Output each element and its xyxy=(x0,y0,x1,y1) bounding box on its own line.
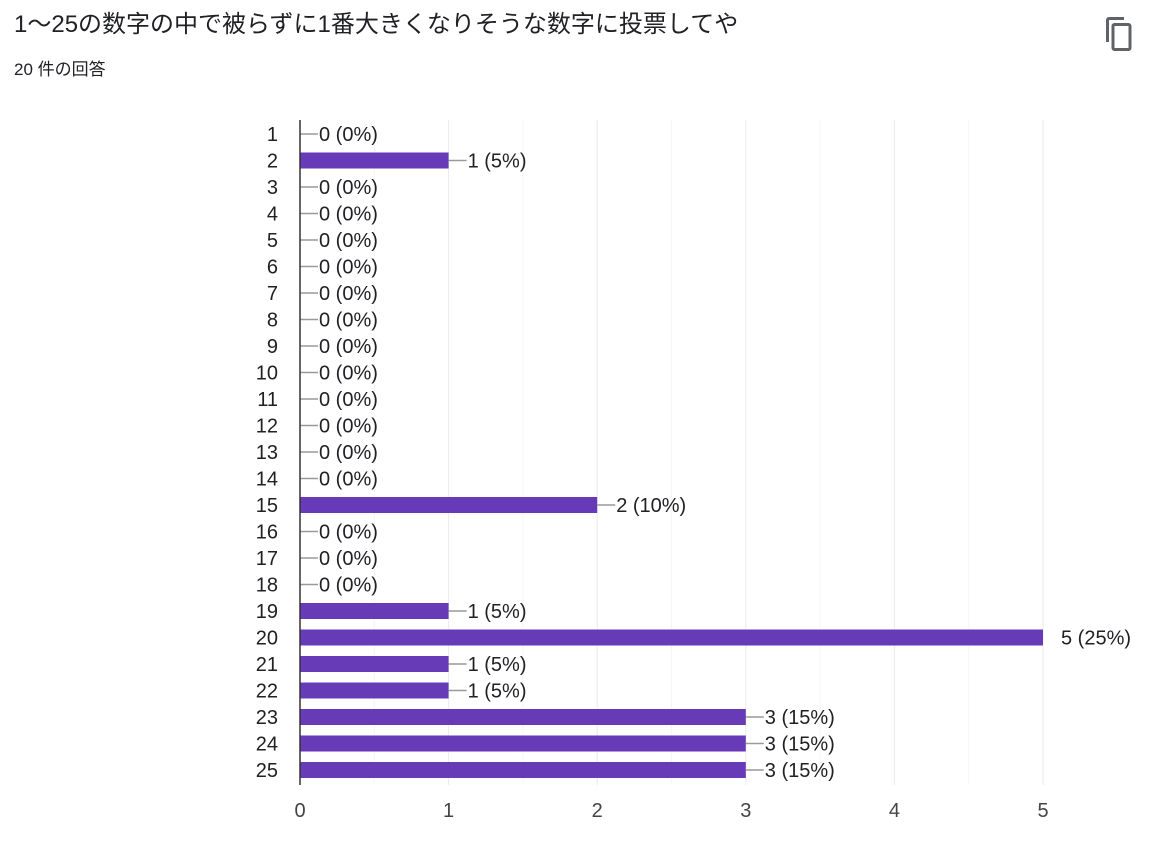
data-label: 0 (0%) xyxy=(319,310,378,332)
category-label: 7 xyxy=(267,283,278,305)
category-label: 13 xyxy=(256,442,278,464)
page-title: 1〜25の数字の中で被らずに1番大きくなりそうな数字に投票してや xyxy=(14,11,739,38)
category-label: 11 xyxy=(257,389,278,411)
category-label: 22 xyxy=(256,681,278,703)
data-label: 0 (0%) xyxy=(319,389,378,411)
category-label: 5 xyxy=(267,230,278,252)
x-tick-label: 3 xyxy=(740,800,751,822)
data-label: 0 (0%) xyxy=(319,257,378,279)
x-tick-label: 0 xyxy=(294,800,305,822)
category-label: 16 xyxy=(256,522,278,544)
bar xyxy=(300,709,746,725)
data-label: 3 (15%) xyxy=(765,734,835,756)
bar xyxy=(300,656,449,672)
category-label: 18 xyxy=(256,575,278,597)
data-label: 0 (0%) xyxy=(319,336,378,358)
data-label: 3 (15%) xyxy=(765,760,835,782)
category-label: 4 xyxy=(267,204,278,226)
data-label: 0 (0%) xyxy=(319,416,378,438)
data-label: 1 (5%) xyxy=(468,151,527,173)
bar xyxy=(300,497,598,513)
data-label: 1 (5%) xyxy=(468,681,527,703)
category-label: 14 xyxy=(256,469,278,491)
bar xyxy=(300,762,746,778)
data-label: 2 (10%) xyxy=(616,495,686,517)
data-label: 0 (0%) xyxy=(319,442,378,464)
data-label: 0 (0%) xyxy=(319,283,378,305)
category-label: 1 xyxy=(267,124,278,146)
bar xyxy=(300,735,746,752)
x-tick-label: 1 xyxy=(443,800,454,822)
category-label: 17 xyxy=(256,548,278,570)
data-label: 0 (0%) xyxy=(319,548,378,570)
data-label: 0 (0%) xyxy=(319,124,378,146)
category-label: 3 xyxy=(267,177,278,199)
bar xyxy=(300,603,449,619)
category-label: 15 xyxy=(256,495,278,517)
x-tick-label: 5 xyxy=(1037,800,1048,822)
bar xyxy=(300,682,449,699)
bar xyxy=(300,629,1043,646)
data-label: 1 (5%) xyxy=(468,601,527,623)
category-label: 24 xyxy=(256,734,278,756)
category-label: 9 xyxy=(267,336,278,358)
category-label: 8 xyxy=(267,310,278,332)
x-tick-label: 4 xyxy=(889,800,900,822)
data-label: 0 (0%) xyxy=(319,363,378,385)
category-label: 19 xyxy=(256,601,278,623)
data-label: 0 (0%) xyxy=(319,177,378,199)
data-label: 0 (0%) xyxy=(319,575,378,597)
category-label: 23 xyxy=(256,707,278,729)
x-tick-label: 2 xyxy=(592,800,603,822)
copy-button[interactable] xyxy=(1096,12,1140,56)
bar xyxy=(300,152,449,169)
category-label: 12 xyxy=(256,416,278,438)
copy-icon xyxy=(1106,17,1132,51)
category-label: 2 xyxy=(267,151,278,173)
data-label: 0 (0%) xyxy=(319,469,378,491)
category-label: 10 xyxy=(256,363,278,385)
data-label: 1 (5%) xyxy=(468,654,527,676)
category-label: 20 xyxy=(256,628,278,650)
data-label: 0 (0%) xyxy=(319,230,378,252)
data-label: 0 (0%) xyxy=(319,522,378,544)
category-label: 6 xyxy=(267,257,278,279)
data-label: 3 (15%) xyxy=(765,707,835,729)
data-label: 5 (25%) xyxy=(1061,628,1131,650)
data-label: 0 (0%) xyxy=(319,204,378,226)
category-label: 25 xyxy=(256,760,278,782)
category-label: 21 xyxy=(256,654,278,676)
response-count: 20 件の回答 xyxy=(14,60,106,79)
